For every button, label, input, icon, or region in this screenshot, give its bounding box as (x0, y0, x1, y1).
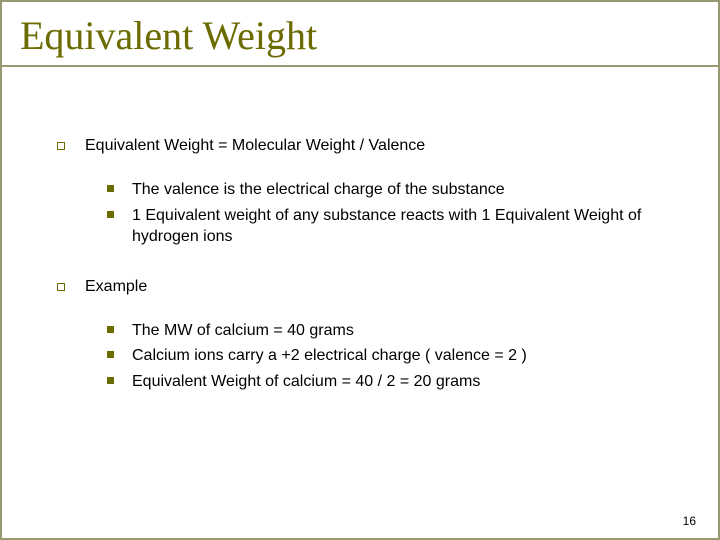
section-heading: Equivalent Weight = Molecular Weight / V… (85, 137, 425, 155)
solid-square-bullet-icon (107, 185, 114, 192)
list-item: Calcium ions carry a +2 electrical charg… (107, 345, 678, 367)
item-text: Equivalent Weight of calcium = 40 / 2 = … (132, 371, 480, 393)
slide-title: Equivalent Weight (20, 12, 700, 59)
slide-content: Equivalent Weight = Molecular Weight / V… (2, 67, 718, 443)
list-item: Equivalent Weight of calcium = 40 / 2 = … (107, 371, 678, 393)
hollow-square-bullet-icon (57, 283, 65, 291)
section-1: Equivalent Weight = Molecular Weight / V… (57, 137, 678, 248)
item-text: The valence is the electrical charge of … (132, 179, 505, 201)
section-items: The MW of calcium = 40 grams Calcium ion… (57, 306, 678, 393)
solid-square-bullet-icon (107, 351, 114, 358)
slide-frame: Equivalent Weight Equivalent Weight = Mo… (0, 0, 720, 540)
list-item: The MW of calcium = 40 grams (107, 320, 678, 342)
page-number: 16 (683, 514, 696, 528)
title-area: Equivalent Weight (2, 2, 718, 67)
section-heading-row: Example (57, 278, 678, 296)
list-item: The valence is the electrical charge of … (107, 179, 678, 201)
section-items: The valence is the electrical charge of … (57, 165, 678, 248)
section-2: Example The MW of calcium = 40 grams Cal… (57, 278, 678, 393)
item-text: 1 Equivalent weight of any substance rea… (132, 205, 678, 248)
section-heading-row: Equivalent Weight = Molecular Weight / V… (57, 137, 678, 155)
list-item: 1 Equivalent weight of any substance rea… (107, 205, 678, 248)
solid-square-bullet-icon (107, 211, 114, 218)
section-heading: Example (85, 278, 147, 296)
hollow-square-bullet-icon (57, 142, 65, 150)
item-text: Calcium ions carry a +2 electrical charg… (132, 345, 527, 367)
solid-square-bullet-icon (107, 326, 114, 333)
item-text: The MW of calcium = 40 grams (132, 320, 354, 342)
solid-square-bullet-icon (107, 377, 114, 384)
